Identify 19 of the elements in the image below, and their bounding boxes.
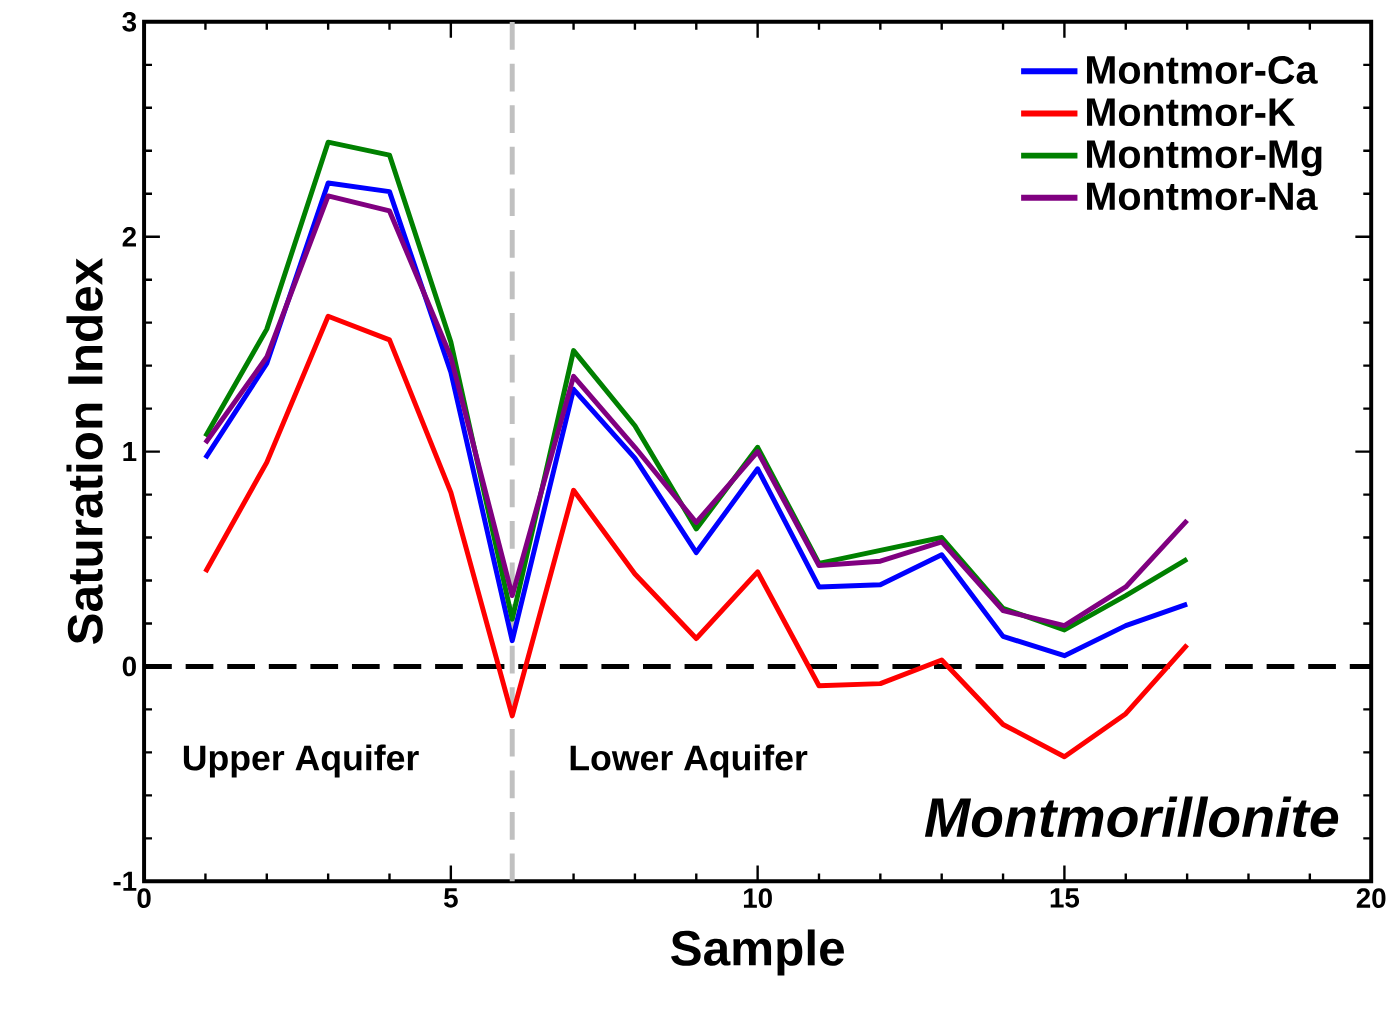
y-tick-label: -1 <box>113 871 137 891</box>
legend-label: Montmor-Na <box>1087 182 1318 211</box>
x-tick-label: 15 <box>1050 888 1080 908</box>
y-tick-label: 2 <box>122 226 136 247</box>
x-tick-label: 20 <box>1356 888 1386 908</box>
legend-label: Montmor-Mg <box>1087 140 1322 176</box>
x-tick-label: 0 <box>137 888 151 908</box>
annotation: Lower Aquifer <box>570 744 808 778</box>
y-tick-label: 1 <box>123 441 137 461</box>
legend-label: Montmor-Ca <box>1087 55 1318 84</box>
annotation: Upper Aquifer <box>183 744 419 778</box>
y-axis-title: Saturation Index <box>66 257 103 644</box>
x-tick-label: 5 <box>443 888 458 908</box>
x-tick-label: 10 <box>743 888 772 908</box>
annotation: Montmorillonite <box>924 796 1339 838</box>
y-tick-label: 0 <box>122 656 136 677</box>
legend-label: Montmor-K <box>1087 98 1296 126</box>
x-axis-title: Sample <box>671 929 844 976</box>
y-tick-label: 3 <box>122 11 137 32</box>
